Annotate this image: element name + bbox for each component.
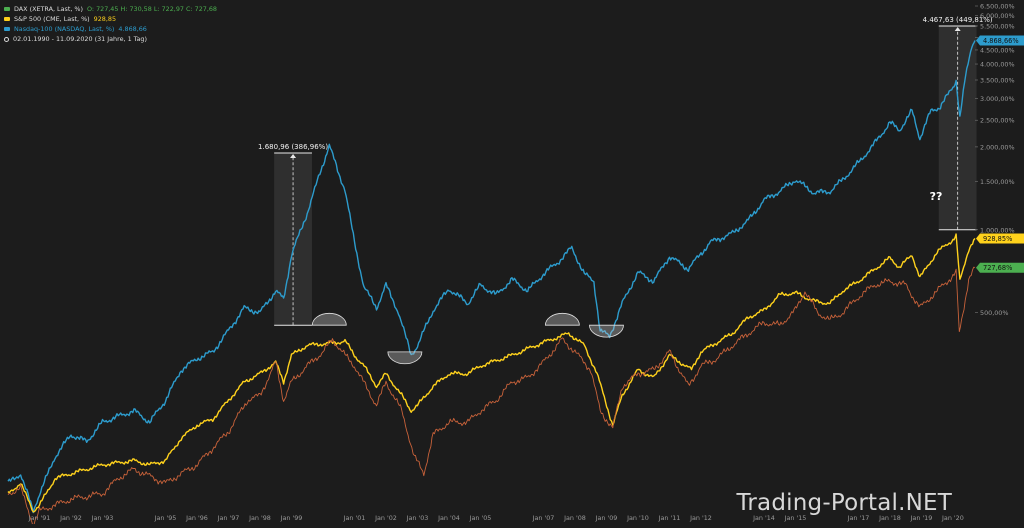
x-tick-label: Jan '07 (532, 514, 555, 522)
x-tick-label: Jan '91 (28, 514, 51, 522)
y-tick-label: 4.000,00% (980, 61, 1015, 69)
legend-stats: 928,85 (94, 14, 116, 24)
y-tick-label: 1.500,00% (980, 178, 1015, 186)
x-tick-label: Jan '93 (91, 514, 114, 522)
legend-stats: 4.868,66 (118, 24, 146, 34)
highlight-arc (545, 313, 579, 325)
series-layer (8, 41, 975, 525)
highlight-arc (312, 313, 346, 325)
legend-label: S&P 500 (CME, Last, %) (14, 14, 90, 24)
series-color-icon (4, 17, 10, 21)
x-tick-label: Jan '97 (217, 514, 240, 522)
question-mark: ?? (930, 190, 943, 203)
x-tick-label: Jan '09 (595, 514, 618, 522)
legend-stats: O: 727,45 H: 730,58 L: 722,97 C: 727,68 (87, 4, 217, 14)
value-badge-label: 727,68% (983, 264, 1012, 272)
x-tick-label: Jan '12 (689, 514, 712, 522)
value-badge-label: 928,85% (983, 235, 1012, 243)
y-tick-label: 4.500,00% (980, 46, 1015, 54)
legend-label: DAX (XETRA, Last, %) (14, 4, 83, 14)
legend-item-dax[interactable]: DAX (XETRA, Last, %) O: 727,45 H: 730,58… (4, 4, 217, 14)
series-line-nasdaq (8, 41, 975, 513)
value-badge-label: 4.868,66% (983, 37, 1019, 45)
legend: DAX (XETRA, Last, %) O: 727,45 H: 730,58… (4, 4, 217, 44)
range-label: 1.680,96 (386,96%) (258, 143, 328, 151)
legend-label: Nasdaq-100 (NASDAQ, Last, %) (14, 24, 114, 34)
date-range-label: 02.01.1990 - 11.09.2020 (31 Jahre, 1 Tag… (13, 34, 147, 44)
series-line-dax (8, 267, 975, 524)
x-tick-label: Jan '96 (185, 514, 208, 522)
y-tick-label: 3.000,00% (980, 95, 1015, 103)
clock-icon (4, 37, 9, 42)
y-tick-label: 5.500,00% (980, 22, 1015, 30)
y-tick-label: 2.000,00% (980, 143, 1015, 151)
annotation-layer: 1.680,96 (386,96%)4.467,63 (449,81%)?? (258, 16, 993, 325)
x-tick-label: Jan '01 (343, 514, 366, 522)
series-color-icon (4, 27, 10, 31)
x-tick-label: Jan '03 (406, 514, 429, 522)
y-tick-label: 1.000,00% (980, 226, 1015, 234)
y-tick-label: 6.000,00% (980, 12, 1015, 20)
legend-date-range: 02.01.1990 - 11.09.2020 (31 Jahre, 1 Tag… (4, 34, 217, 44)
x-tick-label: Jan '98 (248, 514, 271, 522)
value-badges: 4.868,66% 928,85% 727,68% (976, 36, 1024, 273)
x-tick-label: Jan '11 (658, 514, 681, 522)
x-tick-label: Jan '08 (563, 514, 586, 522)
x-tick-label: Jan '05 (469, 514, 492, 522)
y-tick-label: 3.500,00% (980, 76, 1015, 84)
legend-item-nasdaq[interactable]: Nasdaq-100 (NASDAQ, Last, %) 4.868,66 (4, 24, 217, 34)
legend-item-sp500[interactable]: S&P 500 (CME, Last, %) 928,85 (4, 14, 217, 24)
highlight-arc (589, 325, 623, 337)
x-tick-label: Jan '99 (280, 514, 303, 522)
x-tick-label: Jan '02 (374, 514, 397, 522)
watermark: Trading-Portal.NET (737, 490, 952, 516)
x-tick-label: Jan '92 (59, 514, 82, 522)
series-line-sp500 (8, 234, 975, 512)
series-color-icon (4, 7, 10, 11)
y-tick-label: 6.500,00% (980, 3, 1015, 11)
x-tick-label: Jan '04 (437, 514, 460, 522)
y-tick-label: 2.500,00% (980, 117, 1015, 125)
y-tick-label: 500,00% (980, 309, 1008, 317)
x-tick-label: Jan '10 (626, 514, 649, 522)
x-tick-label: Jan '95 (154, 514, 177, 522)
highlight-arc (388, 352, 422, 364)
